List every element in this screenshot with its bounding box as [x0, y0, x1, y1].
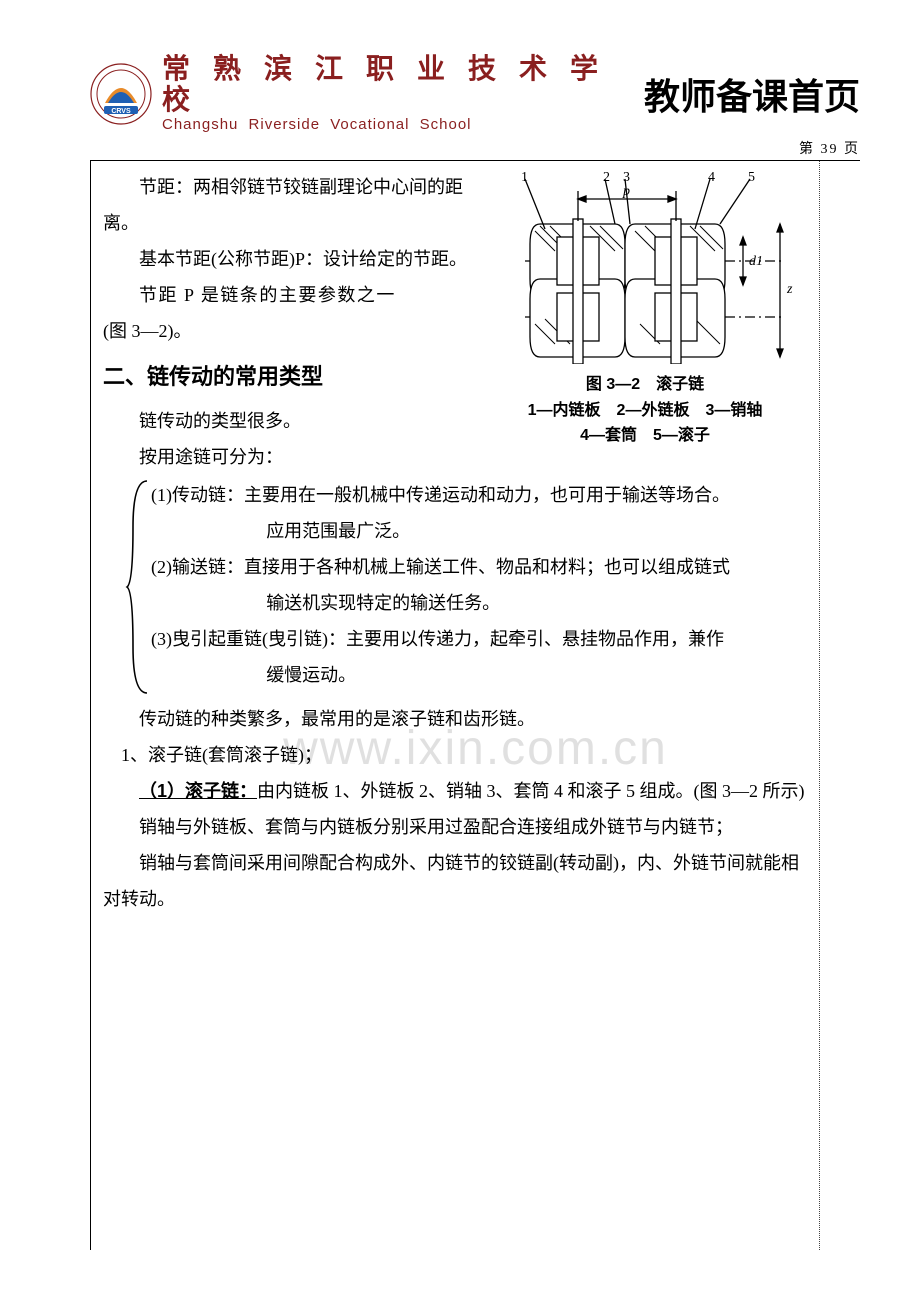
svg-text:5: 5 [748, 170, 755, 185]
svg-text:p: p [622, 184, 630, 199]
fig-caption-l3: 4—套筒 5—滚子 [485, 423, 805, 449]
brace-item-2-cont: 输送机实现特定的输送任务。 [266, 585, 805, 621]
school-logo: CRVS [90, 63, 152, 125]
content-frame: www.ixin.com.cn [90, 160, 860, 1250]
brace-list: (1)传动链：主要用在一般机械中传递运动和动力，也可用于输送等场合。 应用范围最… [125, 477, 805, 697]
svg-text:2: 2 [603, 170, 610, 185]
doc-title: 教师备课首页 [644, 68, 860, 120]
subhead-roller: 1、滚子链(套筒滚子链)； [103, 737, 805, 773]
para-fit-1: 销轴与外链板、套筒与内链板分别采用过盈配合连接组成外链节与内链节； [103, 809, 805, 845]
para-roller-def: （1）滚子链：由内链板 1、外链板 2、销轴 3、套筒 4 和滚子 5 组成。(… [103, 773, 805, 809]
svg-text:3: 3 [623, 170, 630, 185]
para-drive-chain: 传动链的种类繁多，最常用的是滚子链和齿形链。 [103, 701, 805, 737]
brace-item-2: (2)输送链：直接用于各种机械上输送工件、物品和材料；也可以组成链式 [151, 549, 805, 585]
para-fit-2: 销轴与套筒间采用间隙配合构成外、内链节的铰链副(转动副)，内、外链节间就能相对转… [103, 845, 805, 917]
brace-item-3-cont: 缓慢运动。 [266, 657, 805, 693]
svg-text:CRVS: CRVS [111, 108, 131, 115]
brace-item-1: (1)传动链：主要用在一般机械中传递运动和动力，也可用于输送等场合。 [151, 477, 805, 513]
svg-text:d1: d1 [749, 254, 763, 269]
roller-def-body: 由内链板 1、外链板 2、销轴 3、套筒 4 和滚子 5 组成。(图 3—2 所… [257, 781, 805, 801]
figure-3-2: 1 2 3 4 5 p d1 z 图 3—2 滚子链 1—内链板 2—外链板 3… [485, 169, 805, 449]
school-name-block: 常 熟 滨 江 职 业 技 术 学 校 Changshu Riverside V… [162, 55, 634, 133]
page-number: 第 39 页 [90, 138, 860, 158]
brace-item-1-cont: 应用范围最广泛。 [266, 513, 805, 549]
school-name-en: Changshu Riverside Vocational School [162, 117, 634, 134]
brace-item-3: (3)曳引起重链(曳引链)：主要用以传递力，起牵引、悬挂物品作用，兼作 [151, 621, 805, 657]
left-brace-icon [125, 477, 151, 697]
fig-caption-l2: 1—内链板 2—外链板 3—销轴 [485, 398, 805, 424]
svg-text:z: z [786, 282, 793, 297]
fig-caption-title: 图 3—2 滚子链 [485, 372, 805, 398]
roller-head-label: （1）滚子链： [139, 781, 257, 801]
svg-text:1: 1 [521, 170, 528, 185]
school-name-cn: 常 熟 滨 江 职 业 技 术 学 校 [162, 55, 634, 117]
svg-text:4: 4 [708, 170, 715, 185]
note-divider [819, 161, 820, 1250]
